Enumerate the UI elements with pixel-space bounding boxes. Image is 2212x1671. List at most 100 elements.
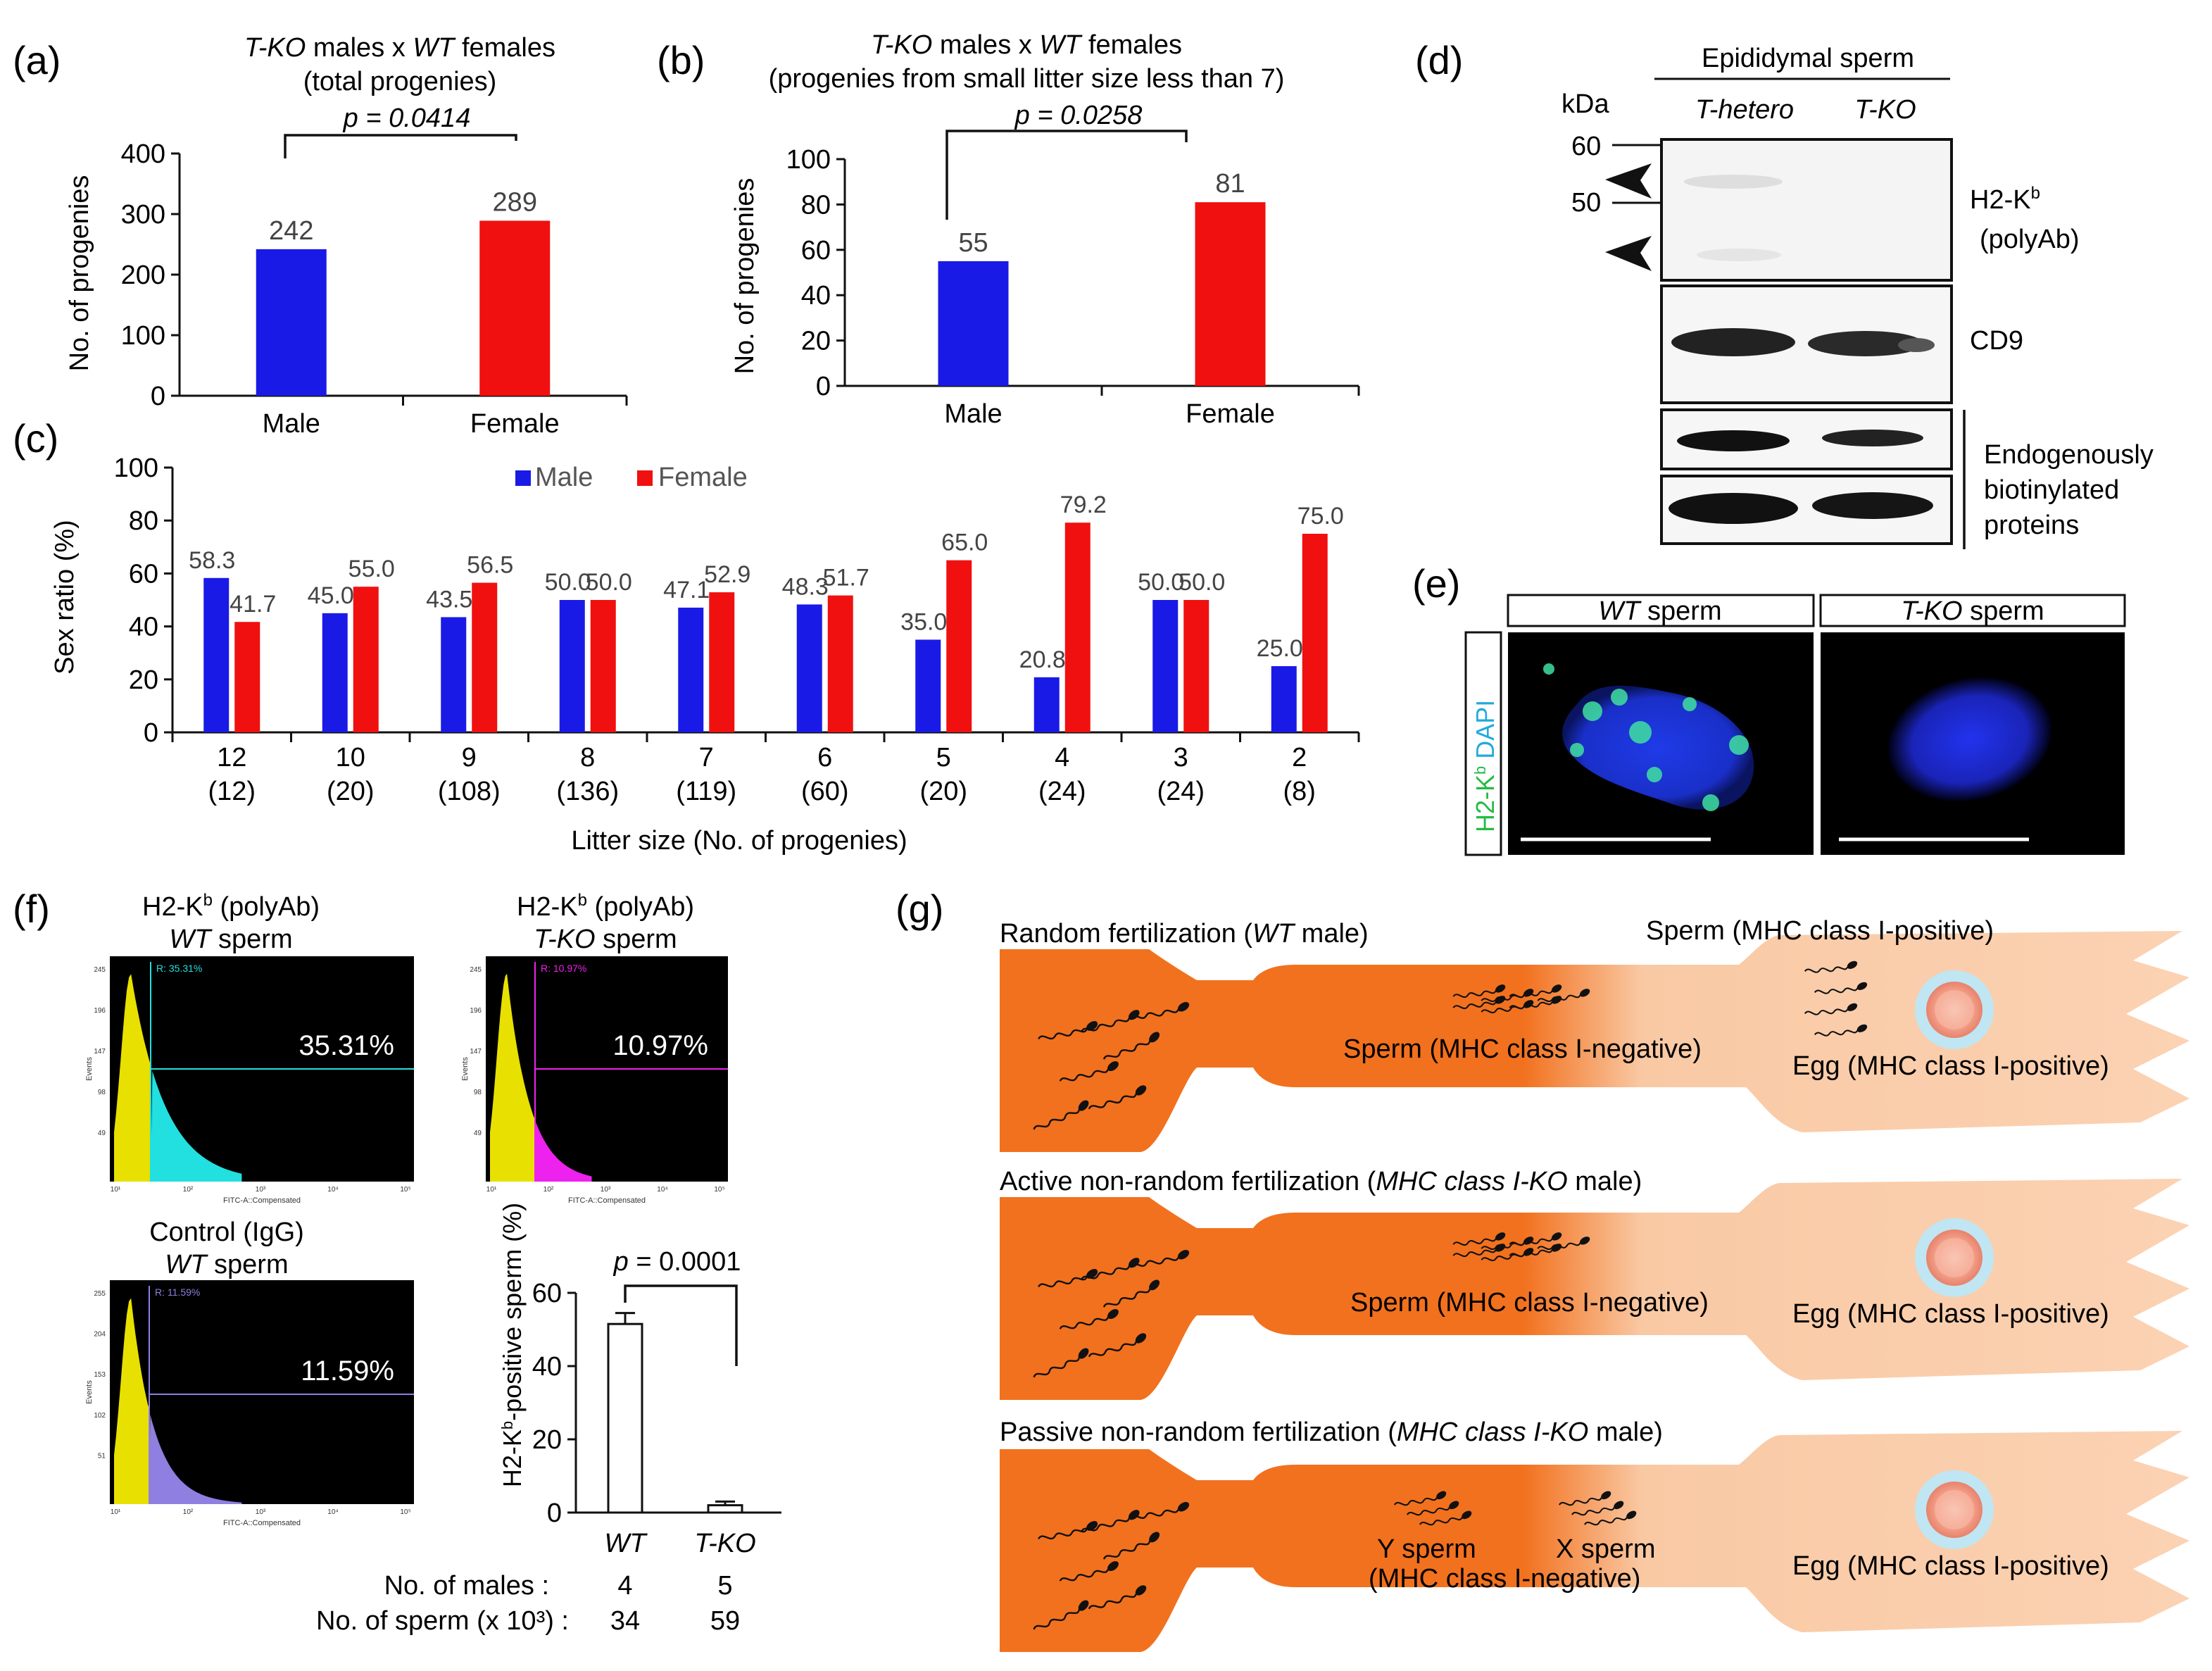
- row-sperm-ko: 59: [710, 1606, 740, 1636]
- x-tick-sublabel: (119): [676, 777, 736, 806]
- arrowhead-lower-icon: [1605, 236, 1652, 271]
- y-tick-label: 0: [547, 1498, 562, 1528]
- y-tick-label: 100: [786, 145, 831, 175]
- x-tick-label: 5: [936, 743, 951, 772]
- bar-male: [1152, 600, 1179, 732]
- blot-label-cd9: CD9: [1970, 326, 2023, 356]
- bar-male: [938, 261, 1009, 386]
- bar-female: [1195, 202, 1266, 386]
- hist-x-tick: 10³: [601, 1186, 611, 1194]
- y-tick-label: 40: [129, 613, 158, 642]
- bar-value-label: 52.9: [704, 561, 750, 588]
- bar-value-label: 65.0: [941, 530, 988, 556]
- hist-x-tick: 10³: [256, 1508, 266, 1516]
- panel-letter-b: (b): [657, 38, 705, 82]
- bar-female: [590, 600, 616, 732]
- hist-y-tick: 255: [94, 1290, 106, 1298]
- y-tick-label: 400: [121, 139, 165, 169]
- panel-letter-g: (g): [896, 887, 943, 931]
- panel-b-y-axis-label: No. of progenies: [730, 178, 760, 375]
- panel-c-x-axis-label: Litter size (No. of progenies): [571, 826, 907, 856]
- hist-y-tick: 196: [470, 1007, 482, 1015]
- y-tick-label: 100: [114, 453, 158, 483]
- g-s2-negative-sperm: Sperm (MHC class I-negative): [1350, 1288, 1709, 1318]
- bar-value-label: 47.1: [663, 577, 710, 603]
- panel-a-chart: 0 100 200 300 400 242 Male 289 Female: [121, 139, 628, 439]
- bar-value-label: 51.7: [823, 565, 869, 592]
- gate-small-label: R: 11.59%: [155, 1287, 200, 1298]
- legend-female-swatch: [637, 470, 653, 486]
- hist-y-tick: 245: [94, 966, 106, 974]
- y-tick-label: 60: [532, 1279, 562, 1308]
- x-tick-sublabel: (12): [208, 777, 256, 806]
- hist-y-tick: 98: [474, 1089, 482, 1096]
- marker-60: 60: [1571, 132, 1601, 161]
- g-s3-negative: (MHC class I-negative): [1369, 1564, 1640, 1594]
- x-tick-label: 6: [817, 743, 832, 772]
- gate-percent: 10.97%: [612, 1030, 708, 1061]
- row-sperm-label: No. of sperm (x 10³) :: [316, 1606, 569, 1636]
- marker-50: 50: [1571, 188, 1601, 218]
- blot-label-h2kb: H2-Kb: [1970, 184, 2040, 215]
- bar-value-label: 41.7: [230, 591, 276, 618]
- panel-a-title-line2: (total progenies): [303, 67, 497, 96]
- g-s1-title: Random fertilization (WT male): [1000, 919, 1369, 949]
- hist-y-tick: 49: [474, 1129, 482, 1137]
- panel-a-significance-bracket: [284, 134, 517, 158]
- bar-value-label: 50.0: [1179, 569, 1225, 596]
- y-tick-label: 200: [121, 261, 165, 290]
- hist-y-axis-label: Events: [461, 1057, 470, 1081]
- bar-value-label: 43.5: [426, 586, 472, 613]
- panel-e: (e) WT sperm T-KO sperm H2-KbDAPI: [1412, 561, 2126, 856]
- panel-g: (g) Random fertilization (WT male) Sperm…: [896, 887, 2189, 1652]
- arrowhead-upper-icon: [1605, 163, 1652, 199]
- x-tick-label: 3: [1174, 743, 1188, 772]
- hist-x-axis-label: FITC-A::Compensated: [223, 1519, 301, 1527]
- bar-value-label: 81: [1215, 169, 1245, 199]
- x-tick-sublabel: (20): [327, 777, 375, 806]
- bar-female: [946, 560, 972, 732]
- panel-letter-c: (c): [13, 416, 58, 461]
- hist-x-tick: 10⁴: [327, 1508, 338, 1516]
- bar-value-label: 35.0: [900, 608, 947, 635]
- hist1-title-2: WT sperm: [169, 925, 292, 954]
- flow-histogram-2: R: 10.97% 10.97% 245 196 147 98 49 10¹ 10² 10³ 10⁴…: [461, 956, 728, 1205]
- blot-label-endo-3: proteins: [1984, 511, 2079, 540]
- x-tick-label: Male: [944, 399, 1002, 429]
- oviduct-scene-3: [1000, 1431, 2189, 1652]
- panel-a-title-line1: T-KO males x WT females: [244, 33, 555, 63]
- hist3-title-1: Control (IgG): [149, 1218, 304, 1247]
- legend-male-label: Male: [535, 463, 593, 492]
- egg-icon: [1915, 1470, 1994, 1549]
- hist-y-tick: 49: [98, 1129, 106, 1137]
- hist-y-tick: 51: [98, 1452, 106, 1460]
- y-tick-label: 0: [816, 372, 831, 401]
- bar-value-label: 50.0: [545, 569, 591, 596]
- y-tick-label: 100: [121, 321, 165, 351]
- bar-value-label: 55.0: [348, 556, 395, 582]
- y-tick-label: 40: [801, 281, 831, 311]
- e-side-label: H2-KbDAPI: [1471, 700, 1500, 832]
- oviduct-shape: [1000, 931, 2189, 1152]
- panel-letter-a: (a): [13, 38, 61, 82]
- x-tick-label: Female: [1186, 399, 1275, 429]
- bar-male: [203, 577, 230, 732]
- bar-value-label: 242: [269, 216, 313, 246]
- x-tick-sublabel: (20): [919, 777, 967, 806]
- hist-x-tick: 10²: [183, 1186, 194, 1194]
- panel-c-chart: 0 20 40 60 80 100 58.3 41.7 12 (12) 45.055.0 10 (20)…: [114, 453, 1360, 806]
- blot-col-t-hetero: T-hetero: [1695, 95, 1794, 125]
- egg-icon: [1915, 970, 1994, 1049]
- hist-y-axis-label: Events: [85, 1057, 94, 1081]
- hist-x-tick: 10¹: [111, 1508, 121, 1516]
- x-tick-label: 10: [336, 743, 365, 772]
- panel-letter-d: (d): [1415, 38, 1463, 82]
- row-sperm-wt: 34: [610, 1606, 640, 1636]
- oviduct-scene-1: [1000, 931, 2189, 1152]
- bar-t-ko: [707, 1504, 743, 1514]
- x-tick-sublabel: (108): [438, 777, 501, 806]
- g-s2-title: Active non-random fertilization (MHC cla…: [1000, 1167, 1642, 1196]
- panel-a-y-axis-label: No. of progenies: [65, 175, 94, 372]
- bar-female: [1064, 522, 1091, 732]
- gate-small-label: R: 10.97%: [541, 963, 586, 974]
